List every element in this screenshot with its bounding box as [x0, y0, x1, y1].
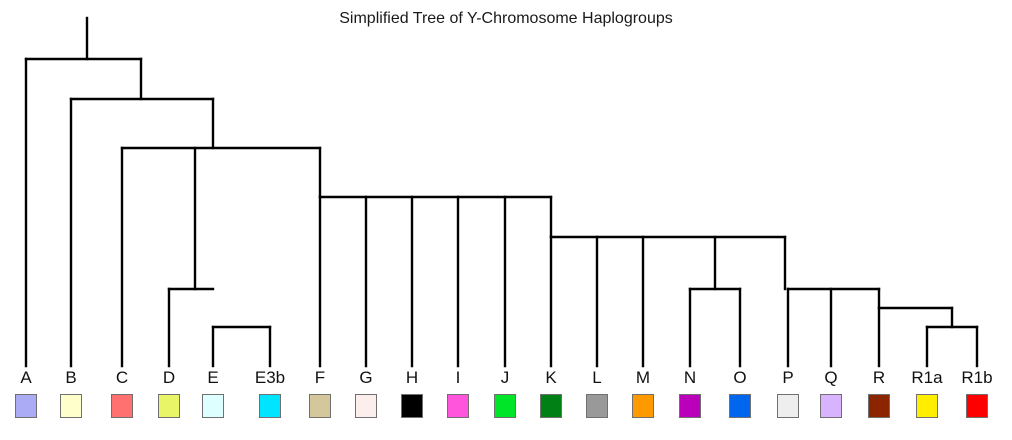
- color-swatch-F: [309, 394, 331, 418]
- color-swatch-O: [729, 394, 751, 418]
- tip-label-N: N: [683, 368, 697, 387]
- color-swatch-K: [540, 394, 562, 418]
- color-swatch-C: [111, 394, 133, 418]
- color-swatch-P: [777, 394, 799, 418]
- tip-label-P: P: [782, 368, 794, 387]
- color-swatch-Q: [820, 394, 842, 418]
- tip-label-D: D: [162, 368, 176, 387]
- color-swatch-B: [60, 394, 82, 418]
- color-swatch-R1b: [966, 394, 988, 418]
- color-swatch-I: [447, 394, 469, 418]
- color-swatch-L: [586, 394, 608, 418]
- color-swatch-D: [158, 394, 180, 418]
- tip-label-R: R: [872, 368, 886, 387]
- color-swatch-N: [679, 394, 701, 418]
- tip-label-H: H: [405, 368, 419, 387]
- tip-label-E: E: [207, 368, 219, 387]
- tip-label-K: K: [545, 368, 557, 387]
- color-swatch-M: [632, 394, 654, 418]
- color-swatch-E3b: [259, 394, 281, 418]
- tip-label-F: F: [314, 368, 326, 387]
- tip-label-G: G: [359, 368, 373, 387]
- figure-title: Simplified Tree of Y-Chromosome Haplogro…: [339, 10, 673, 27]
- color-swatch-J: [494, 394, 516, 418]
- tip-label-O: O: [733, 368, 747, 387]
- tip-label-Q: Q: [824, 368, 838, 387]
- tip-label-R1b: R1b: [961, 368, 993, 387]
- color-swatch-R1a: [916, 394, 938, 418]
- color-swatch-A: [15, 394, 37, 418]
- tip-label-R1a: R1a: [911, 368, 943, 387]
- tip-label-J: J: [500, 368, 510, 387]
- tip-label-A: A: [20, 368, 32, 387]
- color-swatch-E: [202, 394, 224, 418]
- color-swatch-G: [355, 394, 377, 418]
- color-swatch-R: [868, 394, 890, 418]
- color-swatch-H: [401, 394, 423, 418]
- tip-label-I: I: [455, 368, 461, 387]
- tip-label-E3b: E3b: [254, 368, 286, 387]
- tip-label-L: L: [592, 368, 602, 387]
- tip-label-C: C: [115, 368, 129, 387]
- tip-label-M: M: [635, 368, 651, 387]
- tip-label-B: B: [65, 368, 77, 387]
